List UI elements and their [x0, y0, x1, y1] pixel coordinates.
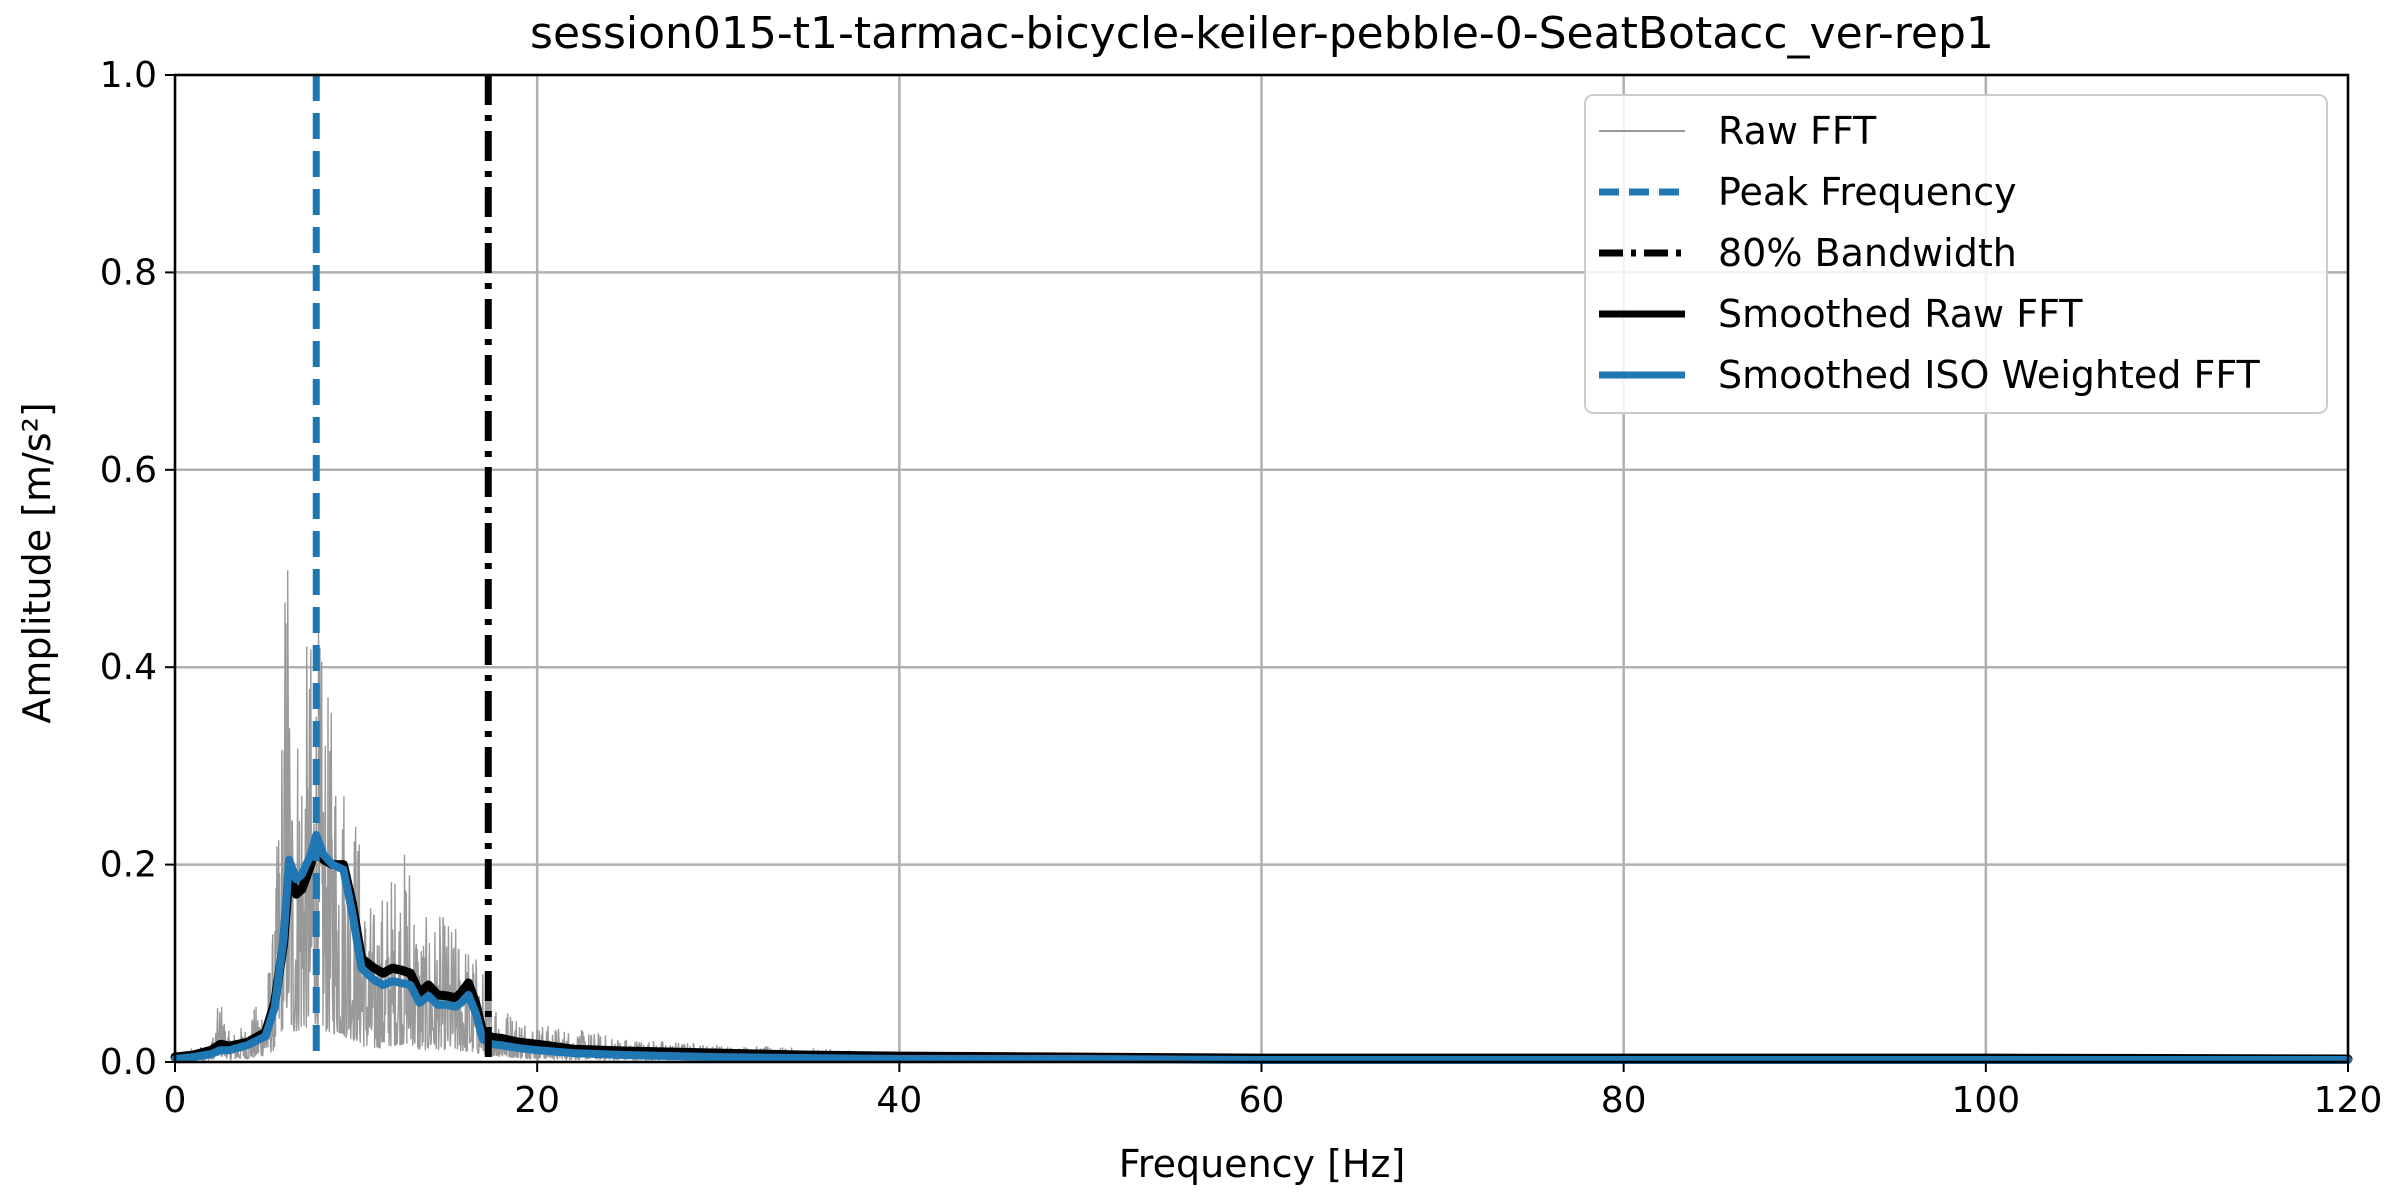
legend-label-smoothed-iso: Smoothed ISO Weighted FFT [1718, 353, 2261, 397]
x-tick-label: 20 [514, 1080, 560, 1121]
y-tick-label: 0.8 [100, 252, 157, 293]
x-tick-label: 40 [876, 1080, 922, 1121]
legend: Raw FFT Peak Frequency 80% Bandwidth Smooth… [1584, 94, 2328, 414]
x-tick-label: 60 [1239, 1080, 1285, 1121]
y-tick-label: 0.4 [100, 647, 157, 688]
legend-label-peak: Peak Frequency [1718, 170, 2017, 214]
legend-label-smoothed-raw: Smoothed Raw FFT [1718, 292, 2083, 336]
series-layer [170, 831, 2353, 1064]
marker-lines [312, 75, 492, 1062]
legend-label-raw: Raw FFT [1718, 109, 1877, 153]
x-tick-label: 100 [1951, 1080, 2020, 1121]
y-tick-label: 0.6 [100, 450, 157, 491]
y-tick-label: 0.2 [100, 845, 157, 886]
x-tick-label: 120 [2314, 1080, 2383, 1121]
x-tick-label: 0 [164, 1080, 187, 1121]
x-tick-label: 80 [1601, 1080, 1647, 1121]
y-axis-ticks: 0.0 0.2 0.4 0.6 0.8 1.0 [100, 55, 175, 1083]
legend-box [1584, 94, 2328, 414]
x-axis-label: Frequency [Hz] [1119, 1142, 1406, 1186]
chart-title: session015-t1-tarmac-bicycle-keiler-pebb… [530, 8, 1994, 59]
y-axis-label: Amplitude [m/s²] [15, 402, 59, 723]
legend-label-bandwidth: 80% Bandwidth [1718, 231, 2017, 275]
x-axis-ticks: 0 20 40 60 80 100 120 [164, 1062, 2383, 1121]
y-tick-label: 0.0 [100, 1042, 157, 1083]
y-tick-label: 1.0 [100, 55, 157, 96]
smoothed-iso-fft-line [171, 831, 2352, 1064]
